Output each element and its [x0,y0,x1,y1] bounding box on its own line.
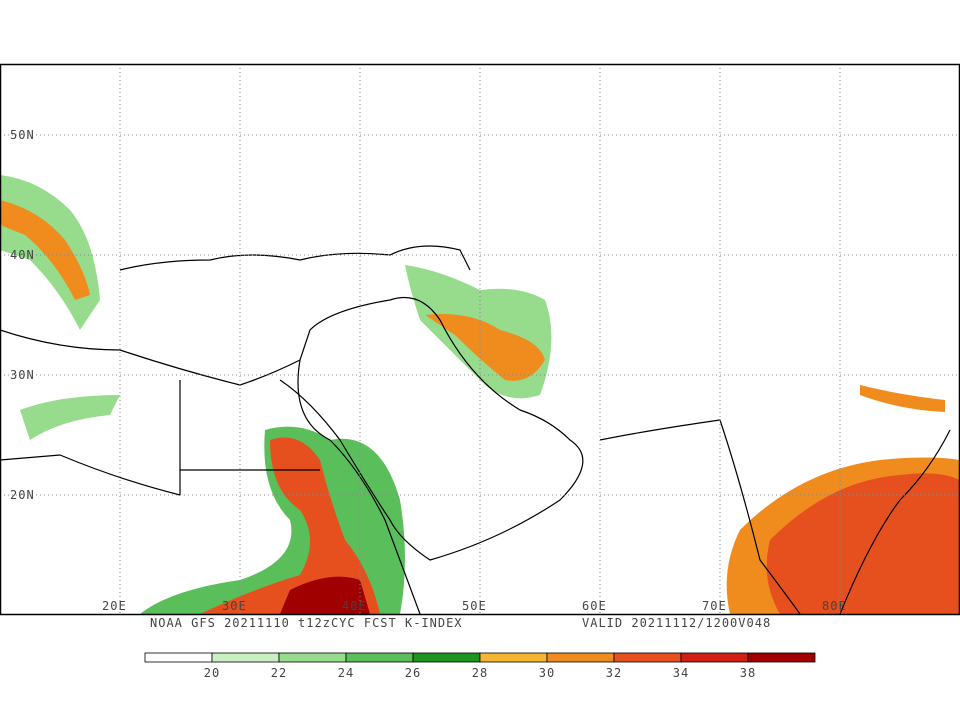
field-area [425,314,545,381]
colorbar-box [345,652,414,663]
lat-label: 40N [10,248,35,262]
colorbar-label: 24 [338,666,354,680]
colorbar-label: 22 [271,666,287,680]
field-area [280,576,370,614]
lon-label: 60E [582,599,607,613]
lon-label: 20E [102,599,127,613]
lat-label: 30N [10,368,35,382]
field-area [20,395,120,440]
lon-label: 70E [702,599,727,613]
colorbar-box [747,652,816,663]
colorbar-label: 34 [673,666,689,680]
colorbar-label: 38 [740,666,756,680]
border [0,380,320,496]
field-area [766,473,960,614]
field-area [860,385,945,412]
colorbar-box [211,652,280,663]
colorbar-box [613,652,682,663]
colorbar-box [546,652,615,663]
colorbar-label: 30 [539,666,555,680]
colorbar-box [144,652,213,663]
lat-label: 20N [10,488,35,502]
lon-label: 30E [222,599,247,613]
field-area [0,200,90,300]
colorbar-box [479,652,548,663]
lon-label: 40E [342,599,367,613]
coastline [297,359,421,615]
lon-label: 80E [822,599,847,613]
coastlines [0,245,951,615]
coastline [839,429,951,615]
field-area [200,437,380,614]
coastline [119,245,471,271]
coastline [599,419,801,615]
lat-label: 50N [10,128,35,142]
coastline [0,296,584,561]
colorbar-box [278,652,347,663]
colorbar-box [680,652,749,663]
lon-label: 50E [462,599,487,613]
colorbar-label: 26 [405,666,421,680]
colorbar-box [412,652,481,663]
caption: VALID 20211112/1200V048 [582,616,771,630]
graticule: 50N 40N 30N 20N 20E 30E 40E 50E 60E 70E 80E [0,64,960,614]
colorbar-label: 28 [472,666,488,680]
caption: NOAA GFS 20211110 t12zCYC FCST K-INDEX [150,616,463,630]
colorbar-label: 32 [606,666,622,680]
colorbar: 20 22 24 26 28 30 32 34 38 [144,652,816,680]
field-shading [0,175,960,614]
colorbar-label: 20 [204,666,220,680]
